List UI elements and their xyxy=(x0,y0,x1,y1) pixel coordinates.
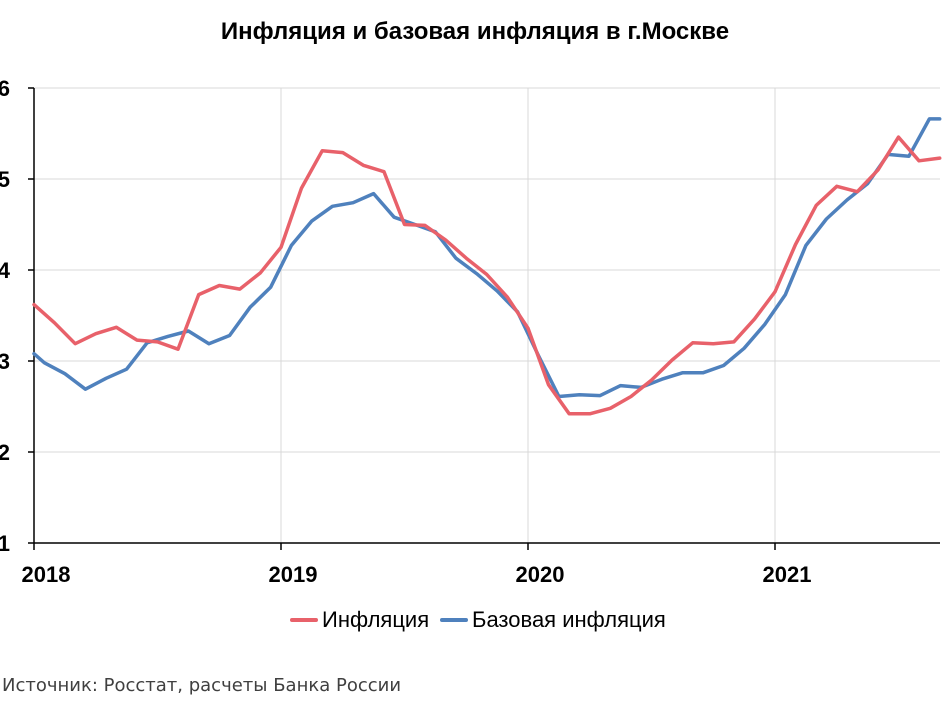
series-line-core-inflation xyxy=(32,117,942,399)
legend-inflation-swatch xyxy=(290,618,318,622)
source-note: Источник: Росстат, расчеты Банка России xyxy=(2,675,402,696)
y-tick-label: 5 xyxy=(0,167,10,192)
x-tick-label: 2020 xyxy=(516,562,565,587)
y-tick-label: 1 xyxy=(0,531,10,556)
x-tick-label: 2019 xyxy=(269,562,318,587)
legend-core-inflation-label: Базовая инфляция xyxy=(472,607,666,632)
x-tick-label: 2018 xyxy=(22,562,71,587)
legend-core-inflation: Базовая инфляция xyxy=(440,607,666,633)
chart-title: Инфляция и базовая инфляция в г.Москве xyxy=(220,18,730,45)
legend-inflation: Инфляция xyxy=(290,607,429,633)
legend-inflation-label: Инфляция xyxy=(322,607,430,632)
x-tick-label: 2021 xyxy=(763,562,812,587)
y-tick-label: 3 xyxy=(0,349,10,374)
y-tick-label: 4 xyxy=(0,258,11,283)
y-tick-label: 2 xyxy=(0,440,10,465)
legend-core-inflation-swatch xyxy=(440,618,468,622)
y-tick-label: 6 xyxy=(0,76,10,101)
series-line-inflation xyxy=(32,135,942,416)
